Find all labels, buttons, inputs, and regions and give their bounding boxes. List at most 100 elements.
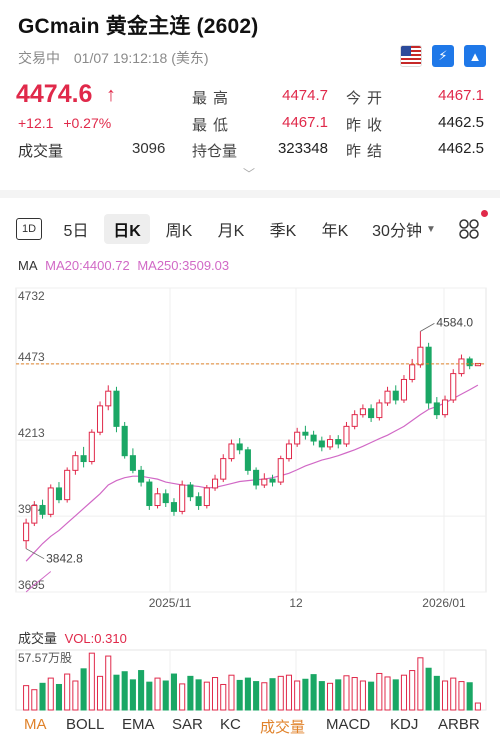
candle-body <box>384 390 391 404</box>
status-line: 交易中 01/07 19:12:18 (美东) <box>18 48 219 68</box>
tab-1d[interactable]: 1D <box>16 218 42 240</box>
ma20-line <box>25 384 479 562</box>
candle-body <box>211 478 219 489</box>
indicator-ema[interactable]: EMA <box>122 716 155 733</box>
indicator-kdj[interactable]: KDJ <box>390 716 419 733</box>
volume-bar <box>179 683 186 711</box>
pyramid-icon[interactable]: ▲ <box>464 45 486 67</box>
tab-daily-k[interactable]: 日K <box>104 214 150 244</box>
candle-body <box>392 390 399 401</box>
grid-more-icon[interactable] <box>458 218 480 240</box>
indicator-arbr[interactable]: ARBR <box>438 716 480 733</box>
us-flag-icon[interactable] <box>400 45 422 67</box>
notification-dot <box>481 210 488 217</box>
candle-body <box>269 478 276 483</box>
low-annotation: 3842.8 <box>46 552 83 566</box>
candle-body <box>220 458 227 480</box>
indicator-kc[interactable]: KC <box>220 716 241 733</box>
tab-quarterly-k[interactable]: 季K <box>269 223 297 240</box>
candle-body <box>409 364 416 380</box>
lightning-icon[interactable]: ⚡ <box>432 45 454 67</box>
volume-max-label: 57.57万股 <box>18 651 72 665</box>
stat-label-high: 最高 <box>192 90 235 107</box>
volume-bar <box>195 679 202 711</box>
candle-body <box>326 439 334 448</box>
candle-body <box>154 493 161 507</box>
stat-label-open: 今开 <box>346 90 389 107</box>
candle-body <box>450 373 457 401</box>
volume-bar <box>236 679 243 711</box>
candle-body <box>195 496 202 507</box>
chevron-down-icon[interactable]: ﹀ <box>243 167 256 181</box>
candle-body <box>310 434 317 442</box>
indicator-sar[interactable]: SAR <box>172 716 203 733</box>
candle-body <box>146 481 153 507</box>
stat-value-open: 4467.1 <box>438 87 484 104</box>
volume-bar <box>39 682 46 711</box>
volume-bar <box>228 674 235 711</box>
ma-legend: MA MA20:4400.72 MA250:3509.03 <box>18 258 233 273</box>
volume-bar <box>409 670 416 711</box>
volume-bar <box>211 677 219 711</box>
volume-bar <box>368 681 375 711</box>
indicator-macd[interactable]: MACD <box>326 716 371 733</box>
candle-body <box>203 487 210 507</box>
candle-body <box>138 469 145 483</box>
candle-body <box>318 440 325 448</box>
candle-body <box>105 390 112 407</box>
volume-bar <box>441 680 449 711</box>
tab-30min-dropdown[interactable]: 30分钟 ▼ <box>366 214 442 244</box>
candle-body <box>88 431 95 463</box>
last-price: 4474.6 <box>16 80 93 108</box>
candlestick-chart[interactable]: 473244734213395436952025/11122026/014584… <box>0 280 500 610</box>
tab-monthly-k[interactable]: 月K <box>217 223 245 240</box>
volume-bar <box>55 683 63 711</box>
volume-title: 成交量 <box>18 631 58 646</box>
indicator-boll[interactable]: BOLL <box>66 716 105 733</box>
indicator-volume[interactable]: 成交量 <box>260 719 306 736</box>
volume-bar <box>23 685 30 711</box>
volume-bar <box>261 682 268 711</box>
high-annotation-line <box>420 323 435 332</box>
volume-bar <box>466 682 473 711</box>
candle-body <box>39 505 46 515</box>
indicator-ma[interactable]: MA <box>24 716 47 733</box>
x-tick-label: 2025/11 <box>149 596 192 610</box>
candle-body <box>228 443 235 460</box>
volume-bar <box>400 674 408 711</box>
volume-bar <box>88 652 95 711</box>
volume-bar <box>302 678 309 711</box>
period-tabs: 1D 5日 日K 周K 月K 季K 年K 30分钟 ▼ <box>0 210 500 246</box>
volume-bar <box>253 681 260 711</box>
indicator-tabs: MA BOLL EMA SAR KC 成交量 MACD KDJ ARBR <box>0 714 500 740</box>
candle-body <box>433 402 440 416</box>
candle-body <box>351 414 358 427</box>
volume-chart[interactable]: 57.57万股 <box>0 648 500 714</box>
candle-body <box>179 484 186 512</box>
volume-bar <box>326 682 334 711</box>
candle-body <box>294 431 301 445</box>
tab-yearly-k[interactable]: 年K <box>321 223 349 240</box>
candle-body <box>55 487 63 501</box>
stat-value-low: 4467.1 <box>282 114 328 131</box>
candle-body <box>72 455 79 471</box>
stat-value-prev-settle: 4462.5 <box>438 140 484 157</box>
tab-30min-label: 30分钟 <box>372 223 422 240</box>
volume-bar <box>105 655 112 711</box>
volume-bar <box>170 673 178 711</box>
volume-bar <box>294 680 301 711</box>
volume-bar <box>351 677 358 711</box>
volume-bar <box>113 674 120 711</box>
tab-5d[interactable]: 5日 <box>63 223 89 240</box>
tab-weekly-k[interactable]: 周K <box>165 223 193 240</box>
volume-bar <box>220 683 227 711</box>
y-tick-label: 3695 <box>18 578 45 592</box>
stat-label-prev-close: 昨收 <box>346 117 389 134</box>
candle-body <box>261 478 268 486</box>
candle-body <box>170 502 178 512</box>
header-icons: ⚡ ▲ <box>400 45 486 67</box>
stat-label-low: 最低 <box>192 117 235 134</box>
candle-body <box>376 402 383 419</box>
volume-bar <box>425 667 432 711</box>
stat-value-prev-close: 4462.5 <box>438 114 484 131</box>
